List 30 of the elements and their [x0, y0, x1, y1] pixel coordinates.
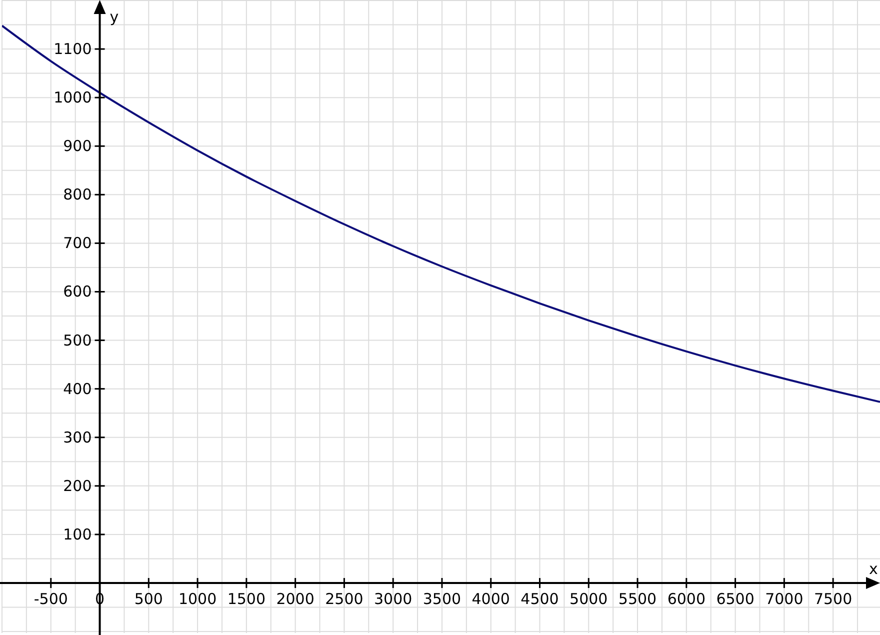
- x-tick-label: 2500: [325, 590, 364, 608]
- y-tick-label: 800: [63, 186, 92, 204]
- x-tick-label: 500: [134, 590, 163, 608]
- y-tick-label: 900: [63, 137, 92, 156]
- x-tick-label: 1500: [227, 590, 266, 608]
- x-tick-label: 3000: [374, 590, 412, 608]
- x-tick-label: 2000: [276, 590, 314, 608]
- y-tick-label: 700: [63, 234, 92, 252]
- x-tick-label: 1000: [178, 590, 217, 608]
- y-tick-label: 100: [63, 525, 92, 544]
- x-tick-label: 7500: [814, 590, 852, 608]
- line-series: [2, 24, 880, 403]
- y-tick-label: 300: [63, 428, 92, 446]
- x-tick-label: 4500: [520, 590, 559, 608]
- y-axis-title: y: [110, 8, 119, 26]
- x-tick-label: 4000: [472, 590, 510, 608]
- x-tick-label: 7000: [765, 590, 804, 608]
- x-axis-title: x: [869, 560, 878, 578]
- y-tick-label: 600: [63, 282, 92, 301]
- y-tick-label: 1100: [54, 40, 92, 58]
- x-tick-label: -500: [34, 590, 68, 608]
- x-tick-label: 5500: [618, 590, 657, 608]
- y-tick-label: 200: [63, 476, 92, 495]
- x-tick-label: 6000: [667, 590, 706, 608]
- x-tick-label: 6500: [716, 590, 754, 608]
- y-tick-label: 400: [63, 380, 92, 398]
- x-tick-label: 3500: [422, 590, 462, 608]
- x-tick-label: 5000: [570, 590, 608, 608]
- y-tick-label: 500: [63, 331, 92, 350]
- y-tick-label: 1000: [54, 88, 92, 107]
